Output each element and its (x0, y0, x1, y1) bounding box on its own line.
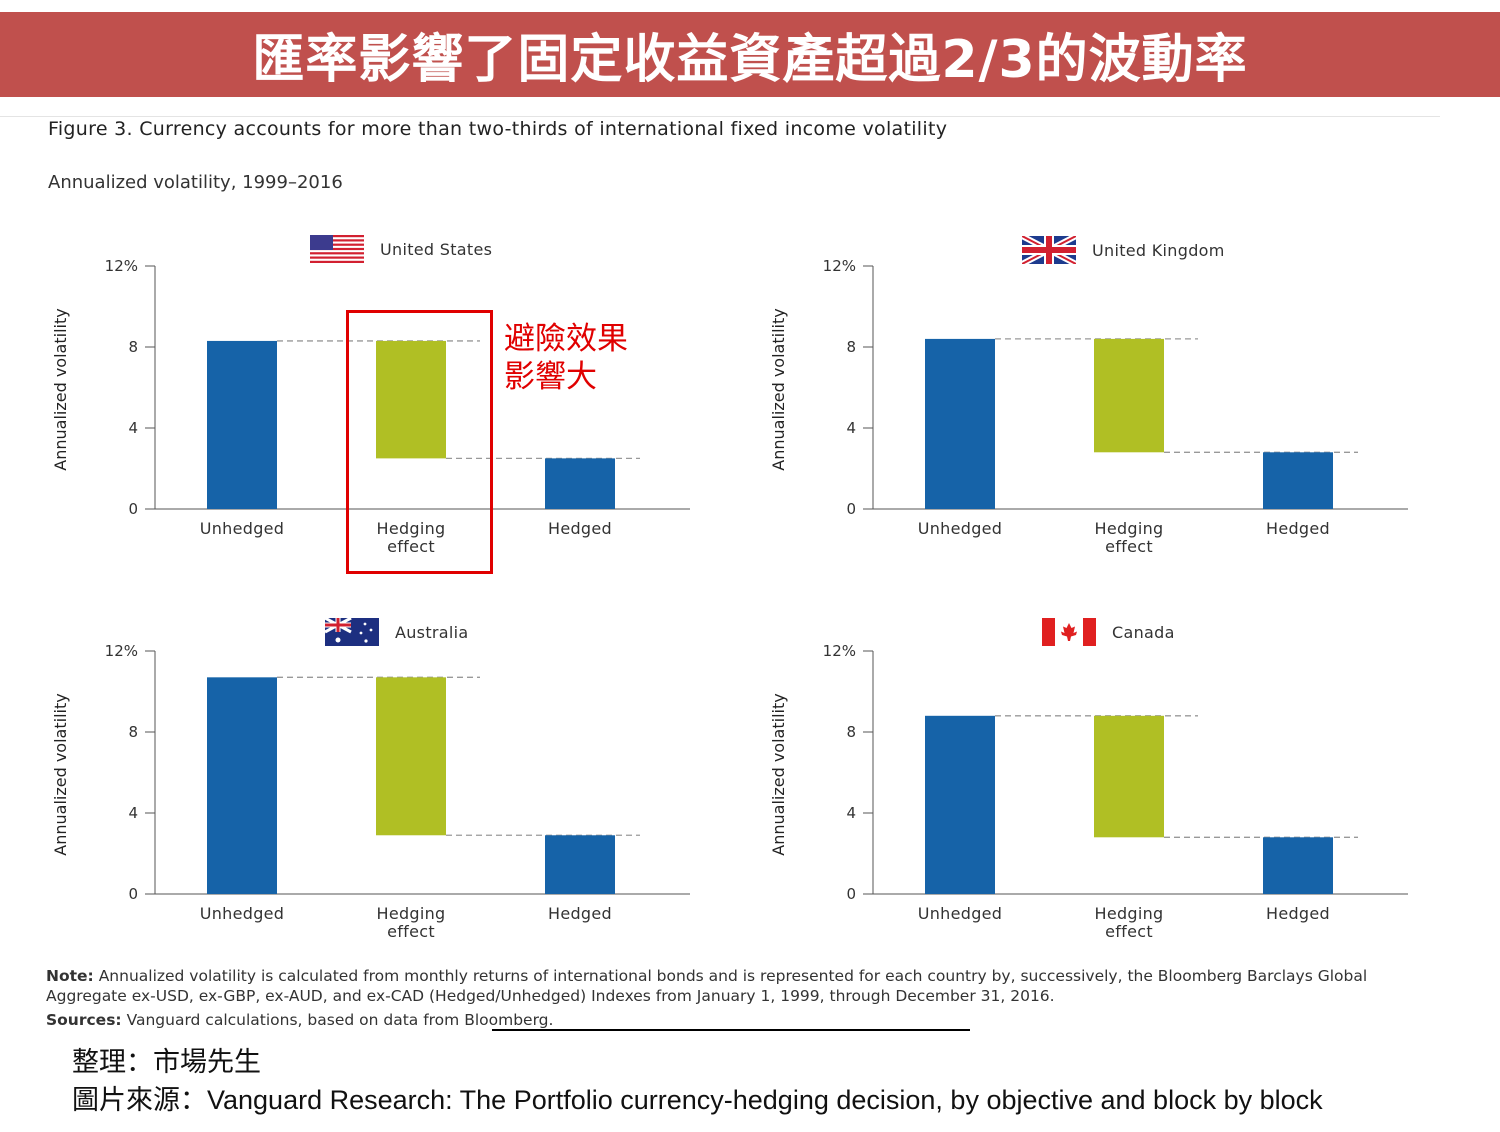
x-category-label: Hedged (548, 519, 612, 538)
chart-panel-canada: Canada 0 4 8 12% Annualized volatility Unhedg… (718, 615, 1468, 995)
y-tick-label: 4 (846, 804, 856, 822)
y-tick-label: 4 (846, 419, 856, 437)
y-tick-label: 12% (823, 642, 856, 660)
x-category-label: effect (1105, 922, 1153, 941)
note-label: Note: (46, 967, 94, 985)
bar-unhedged (207, 340, 277, 509)
figure-note: Note: Annualized volatility is calculate… (46, 966, 1386, 1006)
bar-hedged (545, 458, 615, 509)
chart-legend: Canada (1042, 618, 1175, 646)
y-tick-label: 12% (105, 257, 138, 275)
x-category-label: Hedging (1094, 904, 1163, 923)
compiler-credit: 整理：市場先生 (72, 1047, 261, 1077)
chart-svg: 0 4 8 12% Annualized volatility Unhedged Hedgi… (769, 257, 1408, 556)
australia-flag-icon (325, 618, 379, 646)
sources-text: Vanguard calculations, based on data fro… (126, 1011, 554, 1029)
x-category-label: Hedged (1266, 519, 1330, 538)
y-tick-label: 8 (128, 338, 138, 356)
bar-hedging-effect (1094, 338, 1164, 453)
chart-panel-united-states: United States 0 4 8 12% Annualized volatilit… (0, 230, 750, 610)
y-axis-title: Annualized volatility (51, 693, 70, 855)
image-source-credit: 圖片來源：Vanguard Research: The Portfolio cu… (72, 1085, 1323, 1115)
y-axis-title: Annualized volatility (51, 308, 70, 470)
country-label: United States (380, 239, 493, 259)
y-tick-label: 12% (105, 642, 138, 660)
y-tick-label: 8 (128, 723, 138, 741)
y-tick-label: 12% (823, 257, 856, 275)
y-tick-label: 0 (846, 500, 856, 518)
country-label: United Kingdom (1092, 240, 1225, 260)
chart-svg: 0 4 8 12% Annualized volatility Unhedged Hedgi… (51, 257, 690, 556)
figure-title: Figure 3. Currency accounts for more tha… (48, 118, 948, 140)
chart-legend: Australia (325, 618, 468, 646)
bar-hedged (1263, 452, 1333, 509)
bar-hedged (545, 835, 615, 894)
x-category-label: Hedging (1094, 519, 1163, 538)
x-category-label: Hedging (376, 904, 445, 923)
y-tick-label: 4 (128, 419, 138, 437)
chart-legend: United States (310, 235, 492, 263)
bar-hedging-effect (1094, 715, 1164, 838)
note-text: Annualized volatility is calculated from… (46, 967, 1368, 1005)
x-category-label: Hedging (376, 519, 445, 538)
y-axis-title: Annualized volatility (769, 308, 788, 470)
bar-hedging-effect (376, 340, 446, 459)
chart-legend: United Kingdom (1022, 236, 1225, 264)
banner-title: 匯率影響了固定收益資產超過2/3的波動率 (252, 30, 1248, 90)
y-tick-label: 8 (846, 723, 856, 741)
x-category-label: Unhedged (918, 904, 1003, 923)
figure-subtitle: Annualized volatility, 1999–2016 (48, 172, 343, 193)
figure-sources: Sources: Vanguard calculations, based on… (46, 1011, 553, 1029)
y-axis-title: Annualized volatility (769, 693, 788, 855)
bar-unhedged (925, 338, 995, 509)
y-tick-label: 0 (846, 885, 856, 903)
us-flag-icon (310, 235, 364, 263)
bar-hedged (1263, 837, 1333, 894)
y-tick-label: 0 (128, 885, 138, 903)
country-label: Australia (395, 622, 469, 642)
sources-underline (492, 1029, 970, 1031)
x-category-label: Unhedged (200, 904, 285, 923)
x-category-label: Hedged (1266, 904, 1330, 923)
y-tick-label: 4 (128, 804, 138, 822)
bar-unhedged (207, 677, 277, 894)
bar-unhedged (925, 715, 995, 894)
chart-panel-australia: Australia 0 4 8 12% Annualized volatility Unh… (0, 615, 750, 995)
x-category-label: Unhedged (200, 519, 285, 538)
chart-panel-united-kingdom: United Kingdom 0 4 8 12% Annualized volatili… (718, 230, 1468, 610)
title-banner: 匯率影響了固定收益資產超過2/3的波動率 (0, 12, 1500, 97)
country-label: Canada (1112, 622, 1175, 642)
x-category-label: effect (1105, 537, 1153, 556)
x-category-label: effect (387, 922, 435, 941)
y-tick-label: 0 (128, 500, 138, 518)
x-category-label: Hedged (548, 904, 612, 923)
x-category-label: Unhedged (918, 519, 1003, 538)
sources-label: Sources: (46, 1011, 122, 1029)
canada-flag-icon (1042, 618, 1096, 646)
annotation-text: 避險效果 影響大 (504, 321, 628, 395)
chart-svg: 0 4 8 12% Annualized volatility Unhedged Hedgi… (769, 642, 1408, 941)
annotation-highlight-box (346, 310, 493, 574)
chart-svg: 0 4 8 12% Annualized volatility Unhedged Hedgi… (51, 642, 690, 941)
uk-flag-icon (1022, 236, 1076, 264)
y-tick-label: 8 (846, 338, 856, 356)
x-category-label: effect (387, 537, 435, 556)
bar-hedging-effect (376, 677, 446, 836)
header-divider (0, 116, 1440, 117)
